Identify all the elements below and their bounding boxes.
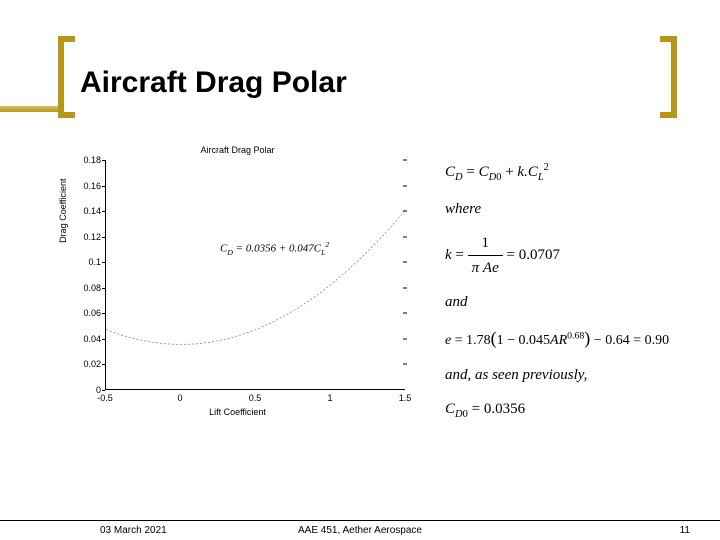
xtick-label: 0 xyxy=(177,393,182,403)
right-bracket-decoration xyxy=(654,36,680,118)
bracket-left-icon xyxy=(55,36,81,118)
rtick-mark xyxy=(403,160,407,161)
xtick-label: 1.5 xyxy=(399,393,412,403)
rtick-mark xyxy=(403,338,407,339)
footer-date: 03 March 2021 xyxy=(100,525,167,536)
k-value: 0.0707 xyxy=(519,247,560,263)
eq-main: CD = CD0 + k.CL2 xyxy=(445,160,705,187)
rtick-mark xyxy=(403,364,407,365)
ytick-mark xyxy=(102,364,105,365)
ytick-mark xyxy=(102,390,105,391)
chart-curve-svg xyxy=(106,160,406,390)
left-bracket-decoration xyxy=(55,36,81,118)
e-value: 0.90 xyxy=(645,333,670,348)
ytick-mark xyxy=(102,160,105,161)
eq-cd0: CD0 = 0.0356 xyxy=(445,397,705,424)
eq-where: where xyxy=(445,197,705,221)
chart-plot-area xyxy=(105,160,405,390)
chart-xlabel: Lift Coefficient xyxy=(209,407,266,417)
ytick-mark xyxy=(102,186,105,187)
title-underline xyxy=(0,106,58,112)
page-title: Aircraft Drag Polar xyxy=(80,66,347,100)
xtick-label: 0.5 xyxy=(249,393,262,403)
xtick-label: -0.5 xyxy=(97,393,113,403)
ytick-mark xyxy=(102,211,105,212)
ytick-label: 0.18 xyxy=(75,155,101,165)
ytick-mark xyxy=(102,313,105,314)
eq-e: e = 1.78(1 − 0.045AR0.68) − 0.64 = 0.90 xyxy=(445,324,705,353)
ytick-label: 0.02 xyxy=(75,359,101,369)
cd0-value: 0.0356 xyxy=(484,401,525,417)
footer-course: AAE 451, Aether Aerospace xyxy=(298,525,422,536)
rtick-mark xyxy=(403,313,407,314)
rtick-mark xyxy=(403,262,407,263)
rtick-mark xyxy=(403,211,407,212)
rtick-mark xyxy=(403,236,407,237)
ytick-label: 0.04 xyxy=(75,334,101,344)
ytick-label: 0.08 xyxy=(75,283,101,293)
eq-and1: and xyxy=(445,290,705,314)
chart-title: Aircraft Drag Polar xyxy=(200,145,274,155)
bracket-right-icon xyxy=(654,36,680,118)
ytick-mark xyxy=(102,237,105,238)
ytick-mark xyxy=(102,288,105,289)
e-exp: 0.68 xyxy=(567,330,584,341)
chart-ylabel: Drag Coefficient xyxy=(58,178,68,242)
rtick-mark xyxy=(403,287,407,288)
rtick-mark xyxy=(403,185,407,186)
equations-panel: CD = CD0 + k.CL2 where k = 1π Ae = 0.070… xyxy=(445,160,705,433)
chart-equation-inset: CD = 0.0356 + 0.047CL2 xyxy=(220,240,329,257)
ytick-label: 0.14 xyxy=(75,206,101,216)
ytick-label: 0.06 xyxy=(75,308,101,318)
eq-and2: and, as seen previously, xyxy=(445,363,705,387)
ytick-mark xyxy=(102,339,105,340)
eq-k: k = 1π Ae = 0.0707 xyxy=(445,231,705,280)
footer-page: 11 xyxy=(680,525,690,536)
ytick-label: 0.16 xyxy=(75,181,101,191)
ytick-label: 0.1 xyxy=(75,257,101,267)
drag-polar-chart: Aircraft Drag Polar Drag Coefficient Lif… xyxy=(50,145,425,425)
ytick-label: 0.12 xyxy=(75,232,101,242)
ytick-mark xyxy=(102,262,105,263)
slide-footer: 03 March 2021 AAE 451, Aether Aerospace … xyxy=(0,520,720,540)
xtick-label: 1 xyxy=(327,393,332,403)
